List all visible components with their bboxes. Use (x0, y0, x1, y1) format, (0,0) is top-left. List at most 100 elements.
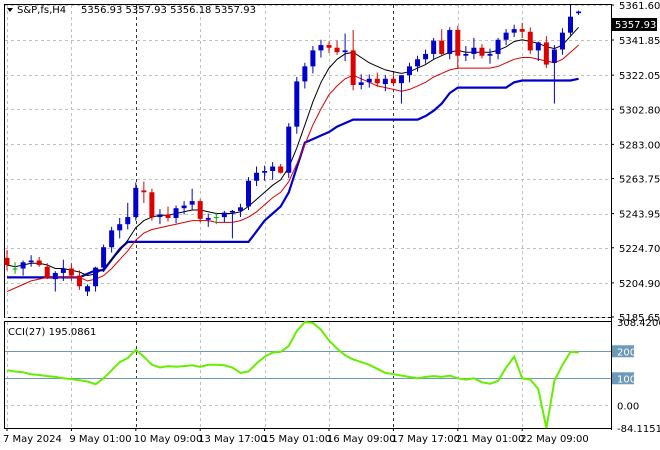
candle (471, 37, 477, 60)
time-axis-label: 15 May 01:00 (263, 434, 332, 445)
candle-body (439, 40, 445, 54)
candle-body (551, 49, 557, 63)
candle (366, 74, 372, 88)
candle (511, 24, 517, 38)
candle (495, 37, 501, 60)
candle (133, 182, 139, 221)
candle-body (407, 66, 412, 76)
candle-body (423, 53, 429, 60)
candle (213, 212, 219, 225)
candle-body (125, 217, 131, 225)
candle-body (28, 260, 34, 263)
candle-body (294, 81, 300, 127)
candle-body (503, 32, 509, 40)
candle (278, 163, 284, 174)
candle-body (286, 126, 292, 173)
price-axis-label: 5302.80 (619, 105, 660, 116)
candle (109, 226, 115, 253)
candle-body (415, 59, 421, 67)
candle-body (318, 45, 324, 51)
candle-body (117, 224, 123, 231)
candle (12, 262, 18, 274)
candle (125, 202, 131, 230)
cci-axis-labels: 308.4206 200 100 0.00 -84.1151 (612, 318, 660, 435)
candles (4, 4, 582, 296)
candle (205, 213, 211, 227)
candle-body (342, 50, 348, 53)
candle (543, 36, 549, 69)
candle-body (229, 210, 235, 213)
price-axis-label: 5224.70 (619, 244, 660, 255)
candle-body (398, 75, 404, 84)
candle (503, 29, 509, 46)
candle-body (141, 190, 147, 193)
candle-body (157, 214, 163, 218)
candle (326, 41, 332, 54)
candle (181, 201, 187, 215)
candle (221, 210, 227, 223)
candle-body (213, 217, 219, 219)
time-axis-label: 10 May 09:00 (134, 434, 203, 445)
candle (117, 217, 123, 239)
candle (358, 74, 364, 90)
candle-body (358, 82, 364, 85)
candle (559, 28, 565, 55)
candle-body (455, 30, 461, 56)
candle-body (390, 78, 396, 84)
candle-body (12, 268, 18, 270)
candle (398, 75, 404, 104)
candle (286, 123, 292, 179)
candle-body (374, 78, 380, 84)
candle-body (133, 187, 139, 218)
candle (141, 181, 147, 203)
upper-band (7, 77, 579, 279)
price-axis-label: 5322.05 (619, 71, 660, 82)
time-axis-label: 17 May 17:00 (391, 434, 460, 445)
candle-body (479, 47, 485, 56)
candle (455, 25, 461, 70)
candle (487, 48, 493, 64)
candle (431, 37, 437, 60)
candle-body (149, 192, 155, 218)
candle (551, 45, 557, 104)
candle (568, 4, 573, 36)
candle-body (76, 275, 82, 287)
candle-body (559, 32, 565, 50)
candle-body (487, 53, 493, 56)
band-line (7, 77, 579, 279)
candle-body (302, 66, 308, 82)
cci-indicator-label: CCI(27) 195.0861 (8, 327, 96, 338)
candle-body (85, 286, 90, 292)
candle-body (246, 180, 251, 207)
cci-line (6, 321, 579, 429)
symbol-label: S&P,fs,H4 (17, 5, 66, 16)
cci-series-line (6, 321, 579, 429)
candle-body (270, 166, 276, 171)
candle (173, 205, 179, 224)
candle (246, 177, 251, 210)
time-axis-label: 16 May 09:00 (327, 434, 396, 445)
candle-body (519, 29, 525, 32)
candle (101, 244, 107, 273)
candle (390, 73, 396, 86)
grid (5, 5, 611, 428)
candle (423, 49, 429, 64)
cci-axis-label: 200 (617, 347, 636, 358)
dropdown-arrow-icon[interactable] (7, 8, 13, 12)
price-axis-label: 5341.85 (619, 36, 660, 47)
candle-body (181, 205, 187, 209)
candle-body (197, 201, 203, 219)
price-axis-label: 5361.60 (619, 1, 660, 12)
price-axis-label: 5283.00 (619, 140, 660, 151)
candle-body (221, 212, 227, 218)
candle-body (262, 170, 268, 173)
ma-slow-line (6, 44, 579, 293)
candle (334, 40, 340, 55)
candle-body (36, 260, 42, 265)
candle-body (189, 201, 195, 205)
candle-body (568, 16, 573, 33)
cci-axis-label: 100 (617, 374, 636, 385)
candle (302, 62, 308, 89)
current-price-text: 5357.93 (615, 20, 656, 31)
